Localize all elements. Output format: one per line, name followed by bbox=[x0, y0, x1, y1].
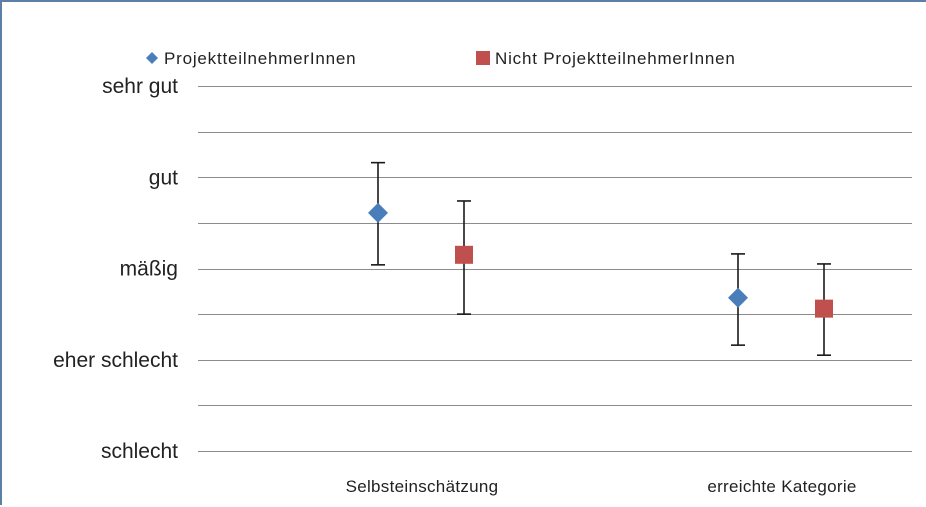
data-marks bbox=[368, 161, 833, 356]
y-tick-label: eher schlecht bbox=[53, 349, 178, 372]
legend-marker-diamond bbox=[146, 52, 158, 64]
grid bbox=[198, 86, 912, 452]
x-tick-label: erreichte Kategorie bbox=[707, 477, 856, 496]
legend: ProjektteilnehmerInnen Nicht Projektteiln… bbox=[146, 49, 736, 68]
y-tick-label: mäßig bbox=[120, 258, 178, 281]
data-point-diamond bbox=[368, 202, 388, 223]
y-tick-labels: schlecht eher schlecht mäßig gut sehr gut bbox=[53, 75, 178, 463]
legend-label: Nicht ProjektteilnehmerInnen bbox=[495, 49, 736, 68]
data-point-square bbox=[455, 245, 473, 264]
y-tick-label: sehr gut bbox=[102, 75, 178, 98]
x-tick-label: Selbsteinschätzung bbox=[346, 477, 499, 496]
x-tick-labels: Selbsteinschätzung erreichte Kategorie bbox=[346, 477, 857, 496]
legend-label: ProjektteilnehmerInnen bbox=[164, 49, 356, 68]
y-tick-label: schlecht bbox=[101, 440, 178, 463]
y-tick-label: gut bbox=[149, 166, 178, 189]
data-point-diamond bbox=[728, 287, 748, 308]
legend-marker-square bbox=[476, 51, 490, 65]
data-point-square bbox=[815, 299, 833, 318]
